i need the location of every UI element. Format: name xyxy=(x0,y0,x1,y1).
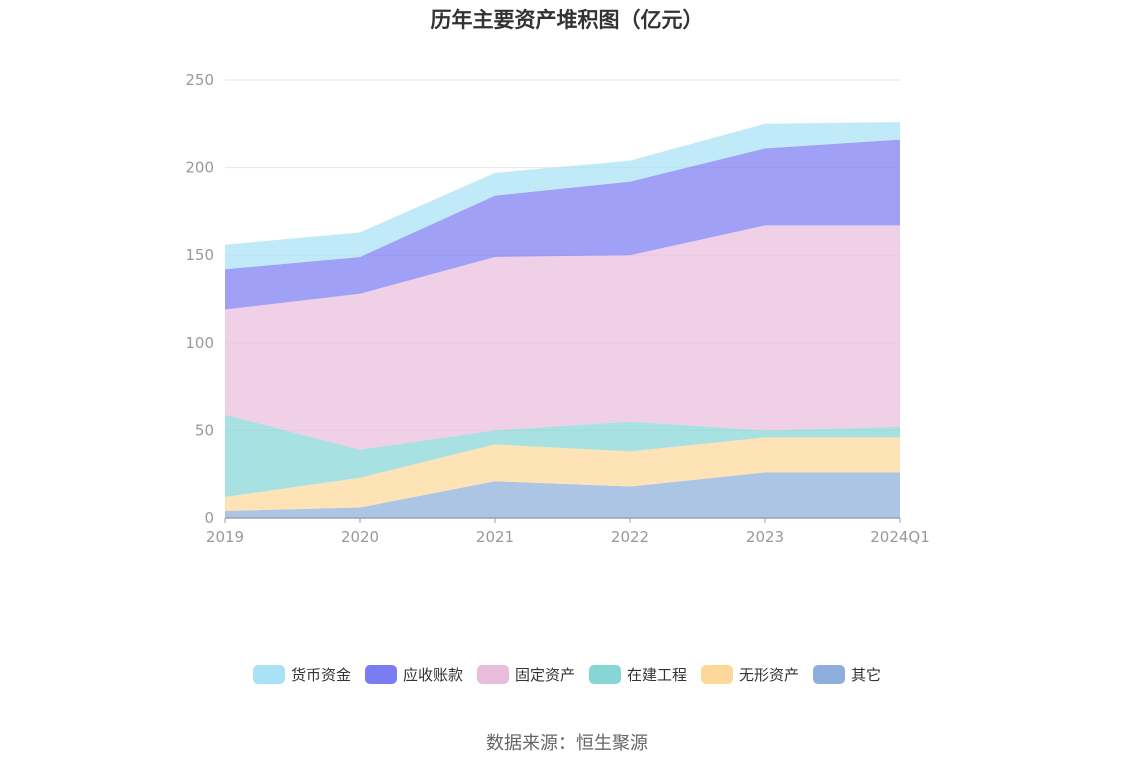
legend-item[interactable]: 在建工程 xyxy=(589,664,687,685)
y-tick-label: 0 xyxy=(204,509,214,527)
x-tick-label: 2022 xyxy=(611,528,649,546)
legend-item[interactable]: 其它 xyxy=(813,664,881,685)
x-tick-label: 2024Q1 xyxy=(870,528,930,546)
legend-item[interactable]: 固定资产 xyxy=(476,664,575,685)
x-tick-label: 2019 xyxy=(206,528,244,546)
area-series xyxy=(225,225,900,450)
area-series xyxy=(225,472,900,518)
y-tick-label: 250 xyxy=(185,71,214,89)
legend-label: 在建工程 xyxy=(627,666,688,684)
y-tick-label: 150 xyxy=(185,246,214,264)
x-tick-label: 2021 xyxy=(476,528,514,546)
area-series xyxy=(225,139,900,310)
legend-item[interactable]: 应收账款 xyxy=(364,664,463,685)
legend-swatch xyxy=(252,665,285,684)
area-series-layer xyxy=(225,122,900,518)
legend-label: 固定资产 xyxy=(514,666,575,684)
area-series xyxy=(225,122,900,270)
legend-label: 其它 xyxy=(851,666,882,684)
source-note: 数据来源：恒生聚源 xyxy=(486,733,648,754)
y-tick-label: 200 xyxy=(185,159,214,177)
legend-swatch xyxy=(589,665,621,684)
x-tick-label: 2023 xyxy=(746,528,784,546)
legend-label: 应收账款 xyxy=(402,666,463,684)
area-series xyxy=(225,414,900,497)
legend-swatch xyxy=(364,665,397,684)
legend-label: 无形资产 xyxy=(739,666,800,684)
legend-swatch xyxy=(476,665,509,684)
area-series xyxy=(225,437,900,511)
legend-swatch xyxy=(813,665,846,684)
legend-item[interactable]: 无形资产 xyxy=(701,664,799,685)
legend: 货币资金 应收账款 固定资产 在建工程 无形资产 其它 xyxy=(0,664,1134,685)
legend-item[interactable]: 货币资金 xyxy=(252,664,351,685)
x-tick-label: 2020 xyxy=(341,528,379,546)
legend-label: 货币资金 xyxy=(290,666,351,684)
axes xyxy=(224,517,901,523)
chart-title: 历年主要资产堆积图（亿元） xyxy=(430,8,704,32)
tick-labels: 0 50 100 150 200 250 2019 2020 2021 2022 2023 2024Q… xyxy=(185,71,929,546)
y-tick-label: 100 xyxy=(185,334,214,352)
legend-swatch xyxy=(701,665,734,684)
y-tick-label: 50 xyxy=(195,421,214,439)
